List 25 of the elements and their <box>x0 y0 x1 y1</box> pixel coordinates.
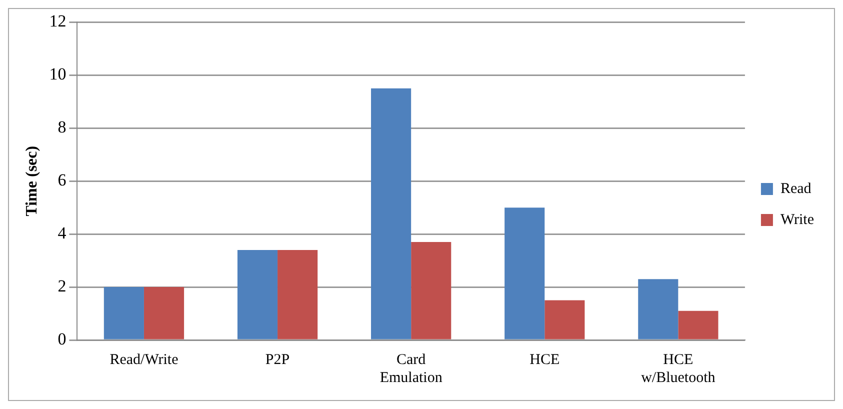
bar <box>237 250 278 340</box>
y-tick-label: 2 <box>58 276 66 296</box>
legend-label: Read <box>780 180 812 197</box>
y-tick-label: 12 <box>49 12 66 31</box>
y-tick-label: 8 <box>58 118 66 137</box>
bar <box>504 208 545 340</box>
y-tick-label: 0 <box>58 329 66 348</box>
x-tick-label: Card Emulation <box>380 352 443 386</box>
bar <box>278 250 318 340</box>
bar <box>544 300 585 340</box>
y-axis-title: Time (sec) <box>24 146 41 216</box>
x-tick-label: HCE w/Bluetooth <box>641 352 716 386</box>
bar <box>638 279 678 340</box>
x-tick-label: HCE <box>530 352 560 368</box>
bar <box>104 287 144 340</box>
x-tick-label: Read/Write <box>110 352 179 368</box>
legend-label: Write <box>780 212 814 228</box>
y-tick-label: 4 <box>58 224 67 243</box>
bar <box>411 242 452 340</box>
y-tick-label: 6 <box>58 170 66 190</box>
y-tick-label: 10 <box>49 64 66 84</box>
bar <box>144 287 184 340</box>
x-tick-label: P2P <box>265 352 290 368</box>
bar <box>678 310 718 340</box>
bar <box>371 88 412 340</box>
